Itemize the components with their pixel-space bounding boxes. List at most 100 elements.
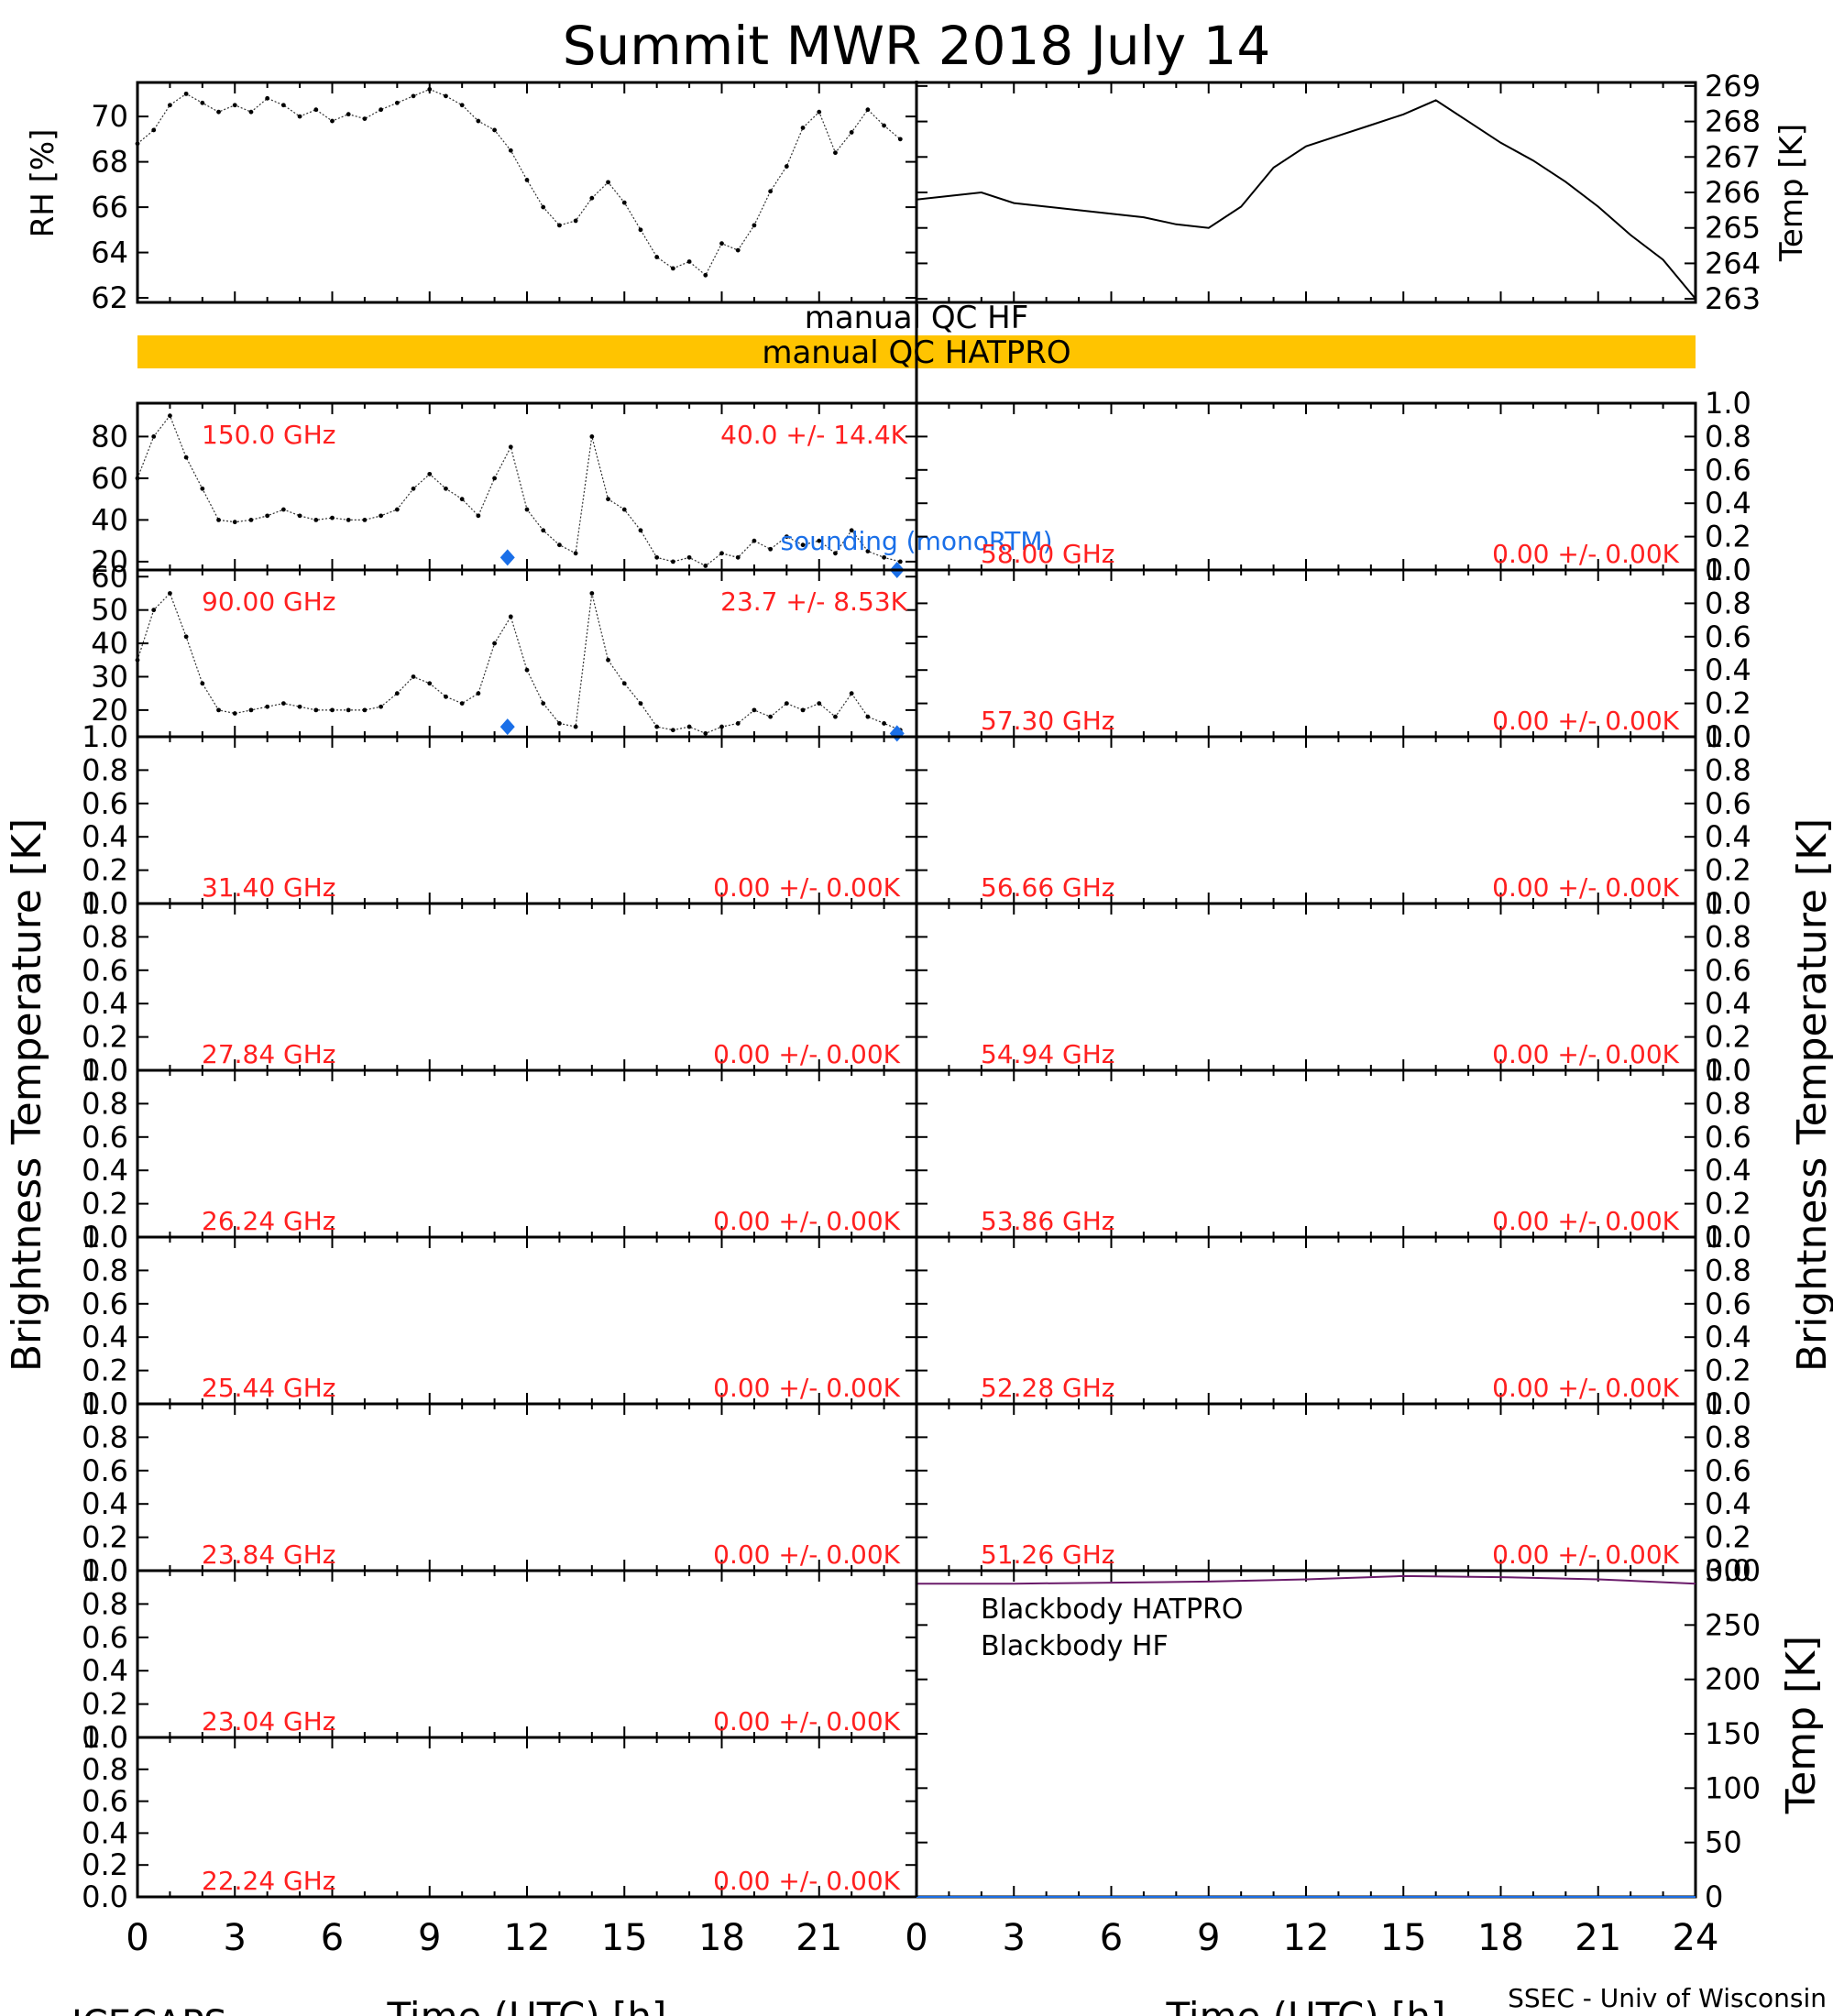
channel-label: 150.0 GHz [202, 420, 336, 450]
panel-ch2784: 0.00.20.40.60.81.027.84 GHz 0.00 +/- 0.00… [82, 886, 918, 1088]
y-tick-label: 20 [91, 544, 128, 579]
y-tick-label: 0.0 [82, 1386, 128, 1421]
y-tick-label: 0.8 [82, 752, 128, 787]
panel-ch3140: 0.00.20.40.60.81.031.40 GHz 0.00 +/- 0.00… [82, 719, 918, 921]
y-tick-label: 0.0 [1705, 1386, 1751, 1421]
y-tick-label: 0.6 [82, 1287, 128, 1321]
y-tick-label: 268 [1705, 104, 1761, 139]
y-tick-label: 0.0 [1705, 553, 1751, 587]
channel-stat: 40.0 +/- 14.4K [720, 420, 907, 450]
y-tick-label: 0.4 [82, 1653, 128, 1688]
temp-ylabel: Temp [K] [1773, 124, 1810, 262]
data-point [379, 107, 384, 113]
right-axis-title: Brightness Temperature [K] [1789, 818, 1833, 1372]
y-tick-label: 0.2 [1705, 1520, 1751, 1555]
y-tick-label: 0.2 [82, 1687, 128, 1722]
y-tick-label: 0.6 [82, 1620, 128, 1655]
channel-stat: 0.00 +/- 0.00K [713, 1539, 900, 1570]
page-title: Summit MWR 2018 July 14 [563, 15, 1271, 77]
time-tick-label: 0 [905, 1917, 927, 1959]
left-axis-title: Brightness Temperature [K] [4, 818, 50, 1372]
data-point [135, 141, 140, 147]
y-tick-label: 0.4 [1705, 652, 1751, 687]
y-tick-label: 0 [1705, 1879, 1723, 1914]
channel-label: 31.40 GHz [202, 872, 336, 903]
time-tick-label: 6 [321, 1917, 344, 1959]
y-tick-label: 0.6 [1705, 453, 1751, 488]
panel-ch5494: 0.00.20.40.60.81.054.94 GHz 0.00 +/- 0.00… [915, 886, 1751, 1088]
y-tick-label: 1.0 [1705, 1220, 1751, 1255]
y-tick-label: 150 [1705, 1716, 1761, 1751]
series-line [916, 99, 1696, 300]
y-tick-label: 264 [1705, 246, 1761, 280]
y-tick-label: 0.6 [82, 1120, 128, 1155]
channel-stat: 0.00 +/- 0.00K [713, 1866, 900, 1896]
panel-ch2624: 0.00.20.40.60.81.026.24 GHz 0.00 +/- 0.00… [82, 1053, 918, 1255]
channel-label: 58.00 GHz [981, 539, 1115, 569]
y-tick-label: 30 [91, 659, 128, 694]
panel-ch2224: 0.00.20.40.60.81.022.24 GHz 0.00 +/- 0.00… [82, 1720, 918, 1914]
y-tick-label: 0.6 [1705, 953, 1751, 988]
data-point [606, 657, 610, 663]
panel-blackbody: 0 50 100 150 200 250 300 Blackbody HATPRO Blackb… [915, 1553, 1825, 1914]
y-tick-label: 1.0 [82, 1720, 128, 1755]
y-tick-label: 0.2 [82, 1520, 128, 1555]
data-point [394, 100, 400, 105]
y-tick-label: 62 [91, 280, 128, 315]
time-tick-label: 24 [1673, 1917, 1719, 1959]
y-tick-label: 60 [91, 559, 128, 594]
y-tick-label: 200 [1705, 1662, 1761, 1697]
y-tick-label: 40 [91, 502, 128, 537]
y-tick-label: 1.0 [1705, 1053, 1751, 1088]
y-tick-label: 1.0 [1705, 719, 1751, 754]
time-tick-label: 6 [1100, 1917, 1123, 1959]
data-point [589, 434, 595, 439]
y-tick-label: 0.0 [82, 1220, 128, 1255]
time-tick-label: 12 [504, 1917, 551, 1959]
time-tick-label: 18 [698, 1917, 745, 1959]
y-tick-label: 0.4 [82, 1320, 128, 1354]
panel-ch2304: 0.00.20.40.60.81.023.04 GHz 0.00 +/- 0.00… [82, 1553, 918, 1755]
sounding-marker [889, 725, 905, 742]
y-tick-label: 1.0 [82, 1220, 128, 1255]
y-tick-label: 0.0 [82, 886, 128, 921]
y-tick-label: 0.6 [82, 1453, 128, 1488]
y-tick-label: 0.6 [82, 786, 128, 821]
y-tick-label: 0.6 [1705, 1453, 1751, 1488]
y-tick-label: 1.0 [82, 1053, 128, 1088]
channel-label: 56.66 GHz [981, 872, 1115, 903]
data-point [492, 476, 497, 481]
y-tick-label: 0.4 [1705, 819, 1751, 854]
channel-label: 52.28 GHz [981, 1373, 1115, 1403]
data-point [524, 667, 530, 673]
data-point-trace [137, 88, 901, 277]
y-tick-label: 0.0 [82, 1553, 128, 1588]
channel-label: 26.24 GHz [202, 1206, 336, 1236]
channel-label: 51.26 GHz [981, 1539, 1115, 1570]
channel-stat: 0.00 +/- 0.00K [713, 872, 900, 903]
data-point [232, 711, 237, 716]
legend-entry: Blackbody HATPRO [981, 1594, 1244, 1626]
y-tick-label: 0.8 [1705, 1086, 1751, 1121]
y-tick-label: 0.0 [1705, 1220, 1751, 1255]
y-tick-label: 0.6 [1705, 1287, 1751, 1321]
time-tick-label: 21 [796, 1917, 842, 1959]
y-tick-label: 0.2 [1705, 686, 1751, 721]
y-tick-label: 250 [1705, 1607, 1761, 1642]
y-tick-label: 0.0 [1705, 1553, 1751, 1588]
y-tick-label: 0.4 [82, 1486, 128, 1521]
y-tick-label: 0.4 [82, 1815, 128, 1850]
y-tick-label: 70 [91, 99, 128, 134]
sounding-marker [499, 718, 515, 736]
y-tick-label: 0.2 [1705, 1353, 1751, 1388]
y-tick-label: 0.8 [1705, 1253, 1751, 1287]
y-tick-label: 0.0 [82, 1720, 128, 1755]
series-line [916, 1574, 1696, 1585]
channel-stat: 0.00 +/- 0.00K [713, 1039, 900, 1069]
panel-ch5666: 0.00.20.40.60.81.056.66 GHz 0.00 +/- 0.00… [915, 719, 1751, 921]
footer-left: ICECAPS [71, 2003, 227, 2016]
time-tick-label: 15 [1380, 1917, 1427, 1959]
